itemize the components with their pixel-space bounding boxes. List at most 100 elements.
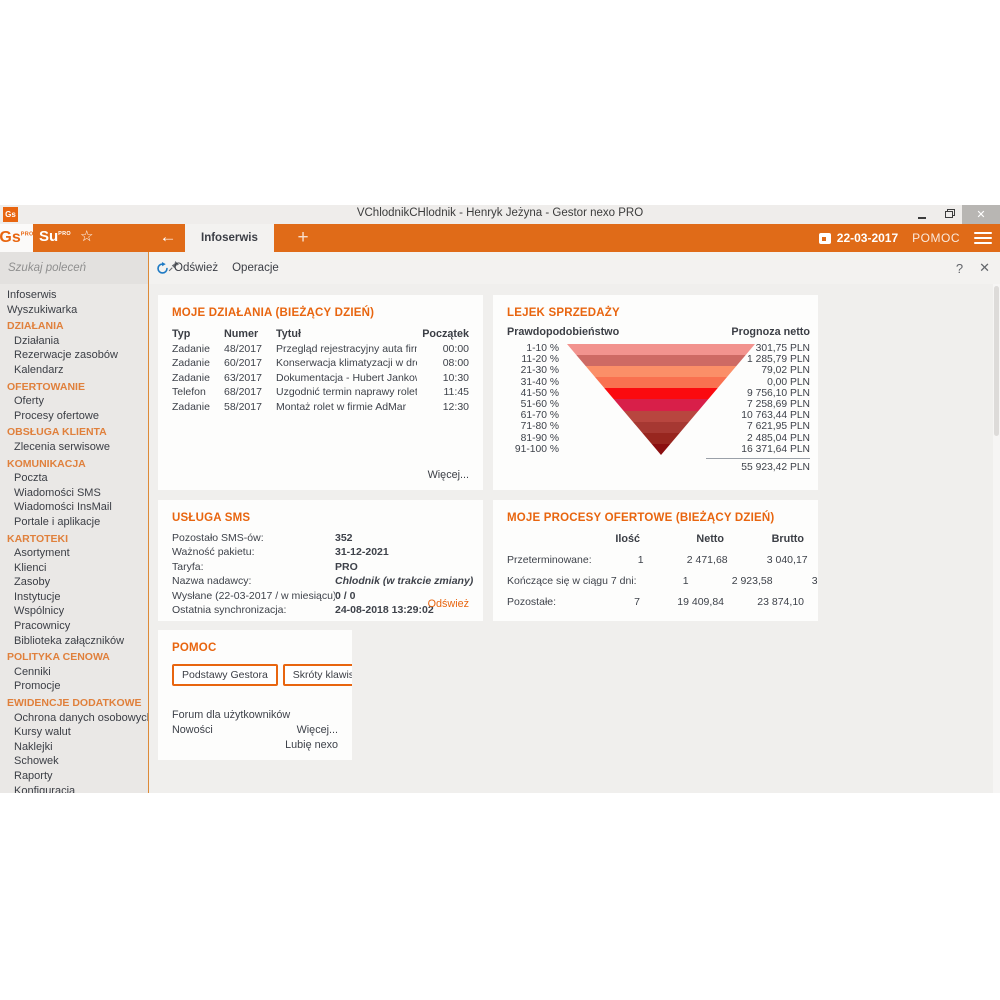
sidebar-item[interactable]: Działania	[14, 334, 60, 347]
sms-refresh-link[interactable]: Odśwież	[427, 598, 469, 610]
refresh-button[interactable]: Odśwież	[156, 261, 218, 275]
funnel-value: 7 258,69 PLN	[747, 399, 810, 411]
window-controls: ✕	[908, 205, 1000, 224]
help-link[interactable]: Forum dla użytkowników	[172, 709, 291, 721]
help-link[interactable]: Więcej...	[296, 724, 338, 736]
sidebar-item[interactable]: EWIDENCJE DODATKOWE	[7, 697, 142, 710]
funnel-band	[567, 377, 755, 389]
sidebar-item[interactable]: Cenniki	[14, 665, 51, 678]
table-row[interactable]: Zadanie 60/2017 Konserwacja klimatyzacji…	[172, 357, 469, 370]
sidebar-item[interactable]: Schowek	[14, 755, 59, 768]
sidebar-item[interactable]: Rezerwacje zasobów	[14, 349, 118, 362]
table-row[interactable]: Zadanie 58/2017 Montaż rolet w firmie Ad…	[172, 400, 469, 413]
sidebar-item[interactable]: Asortyment	[14, 547, 70, 560]
close-button[interactable]: ✕	[962, 205, 1000, 224]
funnel-range-label: 91-100 %	[514, 443, 559, 455]
sidebar-item[interactable]: Konfiguracja	[14, 784, 76, 793]
sidebar-item[interactable]: OBSŁUGA KLIENTA	[7, 426, 107, 439]
sidebar-item[interactable]: KARTOTEKI	[7, 532, 69, 545]
sidebar-item[interactable]: Ochrona danych osobowych	[14, 711, 148, 724]
minimize-button[interactable]	[908, 205, 935, 224]
sidebar-item[interactable]: Klienci	[14, 561, 47, 574]
app-window: Gs VChlodnikCHlodnik - Henryk Jeżyna - G…	[0, 205, 1000, 793]
panel-title: LEJEK SPRZEDAŻY	[507, 307, 620, 319]
search-input[interactable]	[0, 262, 168, 274]
close-view-icon[interactable]: ✕	[979, 260, 990, 275]
table-row[interactable]: Telefon 68/2017 Uzgodnić termin naprawy …	[172, 386, 469, 399]
scrollbar[interactable]	[993, 284, 1000, 793]
pin-icon[interactable]	[168, 259, 180, 277]
sidebar-item[interactable]: Wyszukiwarka	[7, 303, 78, 316]
sidebar-item[interactable]: Naklejki	[14, 740, 53, 753]
funnel-range-label: 71-80 %	[520, 421, 559, 433]
sidebar-item[interactable]: Kursy walut	[14, 726, 71, 739]
table-row: Pozostałe: 7 19 409,84 23 874,10	[507, 596, 804, 608]
sidebar-item[interactable]: KOMUNIKACJA	[7, 457, 86, 470]
sidebar-item[interactable]: POLITYKA CENOWA	[7, 651, 110, 664]
sidebar-item[interactable]: Poczta	[14, 472, 48, 485]
help-link[interactable]: Lubię nexo	[285, 739, 338, 751]
help-menu-button[interactable]: POMOC	[912, 231, 960, 245]
sidebar-item[interactable]: DZIAŁANIA	[7, 320, 64, 333]
command-bar-right: ? ✕	[956, 252, 990, 284]
sidebar-item[interactable]: Procesy ofertowe	[14, 409, 99, 422]
more-link[interactable]: Więcej...	[427, 469, 469, 481]
funnel-band	[567, 443, 755, 455]
favorites-star-icon[interactable]: ☆	[80, 228, 94, 245]
sidebar-item[interactable]: Portale i aplikacje	[14, 515, 101, 528]
sidebar-item[interactable]: Kalendarz	[14, 363, 64, 376]
help-question-icon[interactable]: ?	[955, 260, 964, 276]
sms-row: Ostatnia synchronizacja: 24-08-2018 13:2…	[172, 604, 434, 617]
funnel-chart: 1-10 % 11-20 % 21-30 % 31-40 % 41-50 % 51-60 …	[507, 343, 810, 473]
panel-sales-funnel: LEJEK SPRZEDAŻY Prawdopodobieństwo Progn…	[493, 295, 818, 490]
sidebar-item[interactable]: Wiadomości SMS	[14, 486, 101, 499]
funnel-range-label: 11-20 %	[521, 354, 559, 366]
funnel-range-label: 51-60 %	[520, 399, 559, 411]
sidebar-item[interactable]: Infoserwis	[7, 289, 57, 301]
operations-button[interactable]: Operacje	[232, 262, 279, 274]
help-link[interactable]: Nowości	[172, 724, 213, 736]
funnel-band	[567, 399, 755, 411]
activities-rows: Zadanie 48/2017 Przegląd rejestracyjny a…	[172, 342, 469, 415]
funnel-band	[567, 355, 755, 367]
activities-header: Typ Numer Tytuł Początek	[172, 328, 469, 340]
date-button[interactable]: 22-03-2017	[836, 231, 899, 245]
sidebar-item[interactable]: Wspólnicy	[14, 605, 65, 618]
sms-row: Pozostało SMS-ów: 352	[172, 532, 353, 544]
sms-row: Taryfa: PRO	[172, 560, 358, 573]
table-row[interactable]: Zadanie 48/2017 Przegląd rejestracyjny a…	[172, 342, 469, 355]
new-tab-button[interactable]: +	[297, 227, 309, 248]
back-arrow-icon[interactable]: ←	[159, 227, 177, 246]
sidebar-item[interactable]: Instytucje	[14, 590, 61, 603]
funnel-band	[567, 410, 755, 422]
funnel-band	[567, 421, 755, 433]
sidebar-item[interactable]: OFERTOWANIE	[7, 380, 85, 393]
sidebar-item[interactable]: Raporty	[14, 770, 53, 782]
sidebar-item[interactable]: Promocje	[14, 680, 61, 693]
calendar-icon[interactable]	[818, 232, 831, 244]
sidebar-item[interactable]: Wiadomości InsMail	[14, 501, 112, 514]
sidebar-item[interactable]: Biblioteka załączników	[14, 634, 125, 647]
minimize-icon	[917, 216, 926, 219]
panel-title: MOJE PROCESY OFERTOWE (BIEŻĄCY DZIEŃ)	[507, 512, 775, 524]
sidebar-item[interactable]: Oferty	[14, 395, 44, 408]
funnel-value: 16 371,64 PLN	[741, 443, 810, 455]
funnel-range-label: 41-50 %	[520, 387, 559, 399]
tab-infoserwis[interactable]: Infoserwis	[185, 224, 274, 252]
sidebar-item[interactable]: Pracownicy	[14, 620, 71, 633]
funnel-value: 2 485,04 PLN	[747, 432, 810, 444]
sidebar-item[interactable]: Zlecenia serwisowe	[14, 440, 110, 453]
help-button[interactable]: Skróty klawiszowe	[282, 664, 352, 686]
sidebar-separator	[148, 252, 149, 793]
table-row[interactable]: Zadanie 63/2017 Dokumentacja - Hubert Ja…	[172, 371, 469, 384]
help-link-row: Lubię nexo	[172, 738, 338, 753]
restore-button[interactable]	[935, 205, 962, 224]
help-button[interactable]: Podstawy Gestora	[172, 664, 278, 686]
panel-offer-processes: MOJE PROCESY OFERTOWE (BIEŻĄCY DZIEŃ) Il…	[493, 500, 818, 621]
sidebar-item[interactable]: Zasoby	[14, 576, 51, 589]
panel-activities: MOJE DZIAŁANIA (BIEŻĄCY DZIEŃ) Typ Numer…	[158, 295, 483, 490]
scrollbar-thumb[interactable]	[994, 286, 999, 436]
funnel-band	[567, 344, 755, 356]
subiekt-logo-button[interactable]: SuPRO	[39, 228, 71, 245]
hamburger-menu-icon[interactable]	[974, 232, 992, 244]
